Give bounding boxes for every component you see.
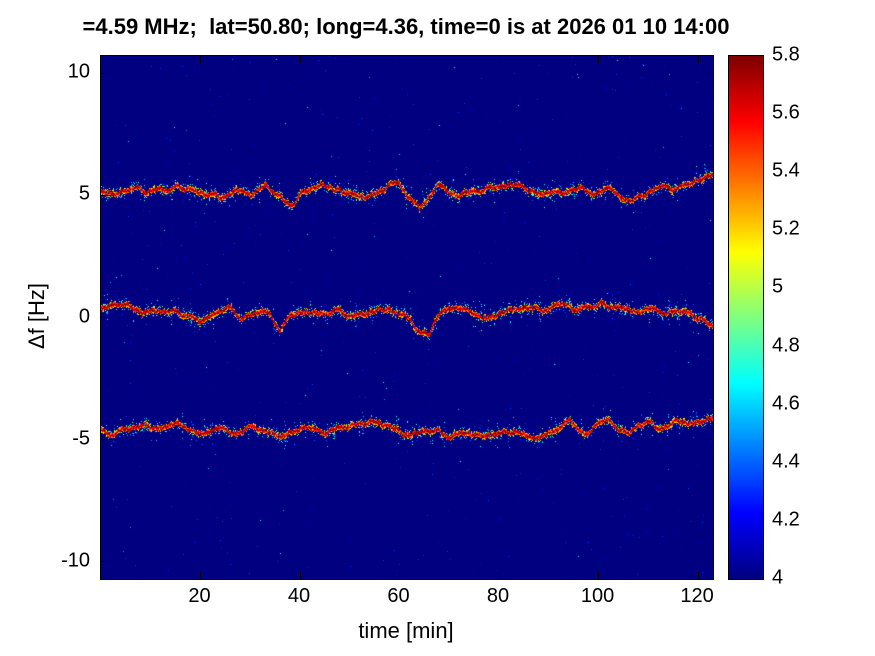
x-tick-label: 40 [288, 585, 310, 608]
y-tick-mark [706, 439, 713, 440]
x-tick-mark [698, 572, 699, 579]
heatmap-canvas [101, 56, 713, 579]
colorbar-tick-label: 4.2 [772, 508, 800, 531]
y-tick-mark [101, 439, 108, 440]
colorbar-tick-label: 4.8 [772, 334, 800, 357]
colorbar-canvas [729, 56, 763, 579]
y-tick-label: 5 [0, 183, 90, 206]
x-tick-label: 100 [581, 585, 614, 608]
y-tick-mark [101, 317, 108, 318]
y-tick-label: 0 [0, 305, 90, 328]
y-tick-mark [101, 561, 108, 562]
x-tick-mark [399, 56, 400, 63]
colorbar-tick-label: 5 [772, 276, 783, 299]
x-tick-mark [598, 56, 599, 63]
x-tick-mark [300, 56, 301, 63]
x-tick-label: 80 [487, 585, 509, 608]
y-tick-mark [101, 73, 108, 74]
x-axis-label: time [min] [358, 618, 453, 644]
plot-title: =4.59 MHz; lat=50.80; long=4.36, time=0 … [83, 14, 730, 40]
y-tick-mark [706, 317, 713, 318]
colorbar-tick-label: 5.4 [772, 160, 800, 183]
spectrogram-figure: =4.59 MHz; lat=50.80; long=4.36, time=0 … [0, 0, 875, 656]
y-tick-label: -5 [0, 427, 90, 450]
colorbar-tick-label: 5.6 [772, 102, 800, 125]
plot-area [100, 55, 714, 580]
x-tick-mark [200, 56, 201, 63]
x-tick-label: 120 [680, 585, 713, 608]
x-tick-mark [499, 572, 500, 579]
x-tick-mark [200, 572, 201, 579]
x-tick-mark [698, 56, 699, 63]
y-tick-mark [706, 561, 713, 562]
x-tick-label: 20 [188, 585, 210, 608]
y-tick-mark [706, 195, 713, 196]
colorbar-tick-label: 5.2 [772, 218, 800, 241]
y-tick-mark [706, 73, 713, 74]
colorbar-tick-label: 4.4 [772, 450, 800, 473]
y-tick-mark [101, 195, 108, 196]
x-tick-mark [300, 572, 301, 579]
y-tick-label: -10 [0, 549, 90, 572]
x-tick-mark [399, 572, 400, 579]
x-tick-mark [499, 56, 500, 63]
x-tick-mark [598, 572, 599, 579]
colorbar-tick-label: 5.8 [772, 44, 800, 67]
x-tick-label: 60 [387, 585, 409, 608]
colorbar-tick-label: 4 [772, 567, 783, 590]
colorbar-tick-label: 4.6 [772, 392, 800, 415]
y-tick-label: 10 [0, 61, 90, 84]
colorbar [728, 55, 764, 580]
